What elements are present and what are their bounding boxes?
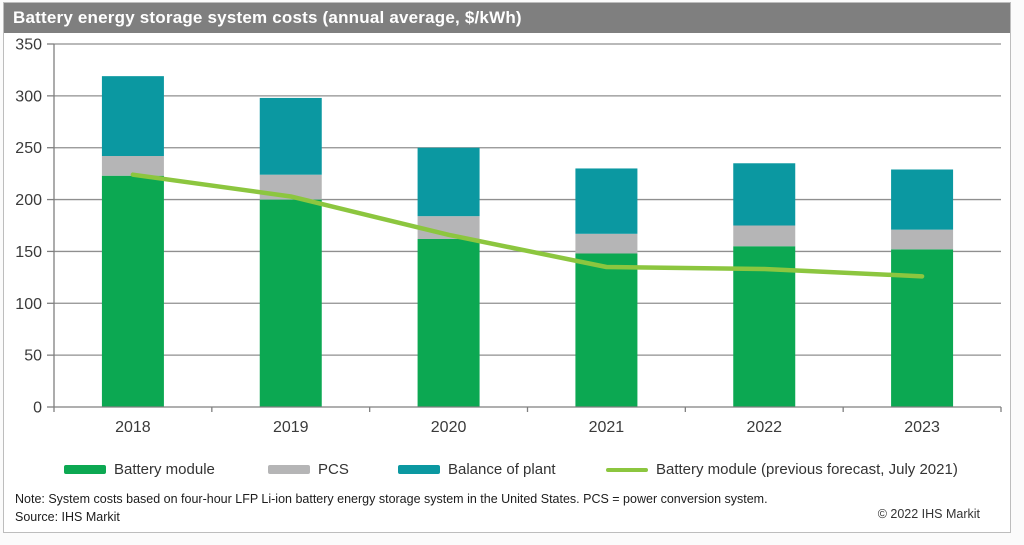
legend-item-battery-module-previous-forecast-july-20: Battery module (previous forecast, July … xyxy=(606,461,958,478)
footnote-block: Note: System costs based on four-hour LF… xyxy=(15,490,775,526)
bar-segment-pcs xyxy=(891,229,954,250)
legend-line-swatch-icon xyxy=(606,467,648,472)
bar-segment-pcs xyxy=(733,225,796,247)
bar-segment-balance-of-plant xyxy=(101,76,164,157)
x-category-label: 2019 xyxy=(273,419,309,433)
y-tick-label: 100 xyxy=(15,296,42,313)
chart-figure: Battery energy storage system costs (ann… xyxy=(3,2,1011,533)
y-tick-label: 350 xyxy=(15,37,42,54)
chart-legend: Battery module PCS Balance of plant Battery… xyxy=(4,455,1010,487)
bar-segment-balance-of-plant xyxy=(417,147,480,217)
bar-segment-balance-of-plant xyxy=(259,97,322,175)
chart-plot-area: 0 50 100 150 200 250 300 350 2018 2019 2020 2021 202… xyxy=(15,37,1002,433)
bar-segment-balance-of-plant xyxy=(575,168,638,234)
chart-title: Battery energy storage system costs (ann… xyxy=(13,8,522,27)
bar-segment-pcs xyxy=(575,233,638,254)
bar-segment-battery-module xyxy=(417,238,480,407)
legend-label: PCS xyxy=(318,461,349,478)
legend-label: Balance of plant xyxy=(448,461,556,478)
footnote-text: Note: System costs based on four-hour LF… xyxy=(15,492,768,506)
legend-bar-swatch-icon xyxy=(398,465,440,474)
y-tick-label: 200 xyxy=(15,192,42,209)
y-tick-label: 250 xyxy=(15,140,42,157)
bar-segment-balance-of-plant xyxy=(891,169,954,230)
legend-bar-swatch-icon xyxy=(268,465,310,474)
source-text: Source: IHS Markit xyxy=(15,510,120,525)
x-category-label: 2018 xyxy=(115,419,151,433)
bar-segment-balance-of-plant xyxy=(733,163,796,226)
y-tick-label: 50 xyxy=(24,348,42,365)
legend-item-pcs: PCS xyxy=(268,461,349,478)
x-category-label: 2021 xyxy=(589,419,625,433)
y-tick-label: 150 xyxy=(15,244,42,261)
legend-item-balance-of-plant: Balance of plant xyxy=(398,461,556,478)
x-category-label: 2022 xyxy=(746,419,782,433)
bar-segment-battery-module xyxy=(733,246,796,407)
bar-segment-battery-module xyxy=(575,253,638,407)
y-tick-label: 0 xyxy=(33,400,42,417)
y-tick-label: 300 xyxy=(15,88,42,105)
x-category-label: 2023 xyxy=(904,419,940,433)
legend-bar-swatch-icon xyxy=(64,465,106,474)
x-category-label: 2020 xyxy=(431,419,467,433)
legend-label: Battery module xyxy=(114,461,215,478)
bar-segment-pcs xyxy=(101,156,164,176)
bar-segment-battery-module xyxy=(259,199,322,407)
chart-title-bar: Battery energy storage system costs (ann… xyxy=(4,3,1010,33)
legend-item-battery-module: Battery module xyxy=(64,461,215,478)
forecast-line xyxy=(130,172,925,279)
bar-segment-battery-module xyxy=(891,249,954,407)
bar-segment-battery-module xyxy=(101,175,164,407)
copyright-text: © 2022 IHS Markit xyxy=(877,507,980,521)
legend-label: Battery module (previous forecast, July … xyxy=(656,461,958,478)
